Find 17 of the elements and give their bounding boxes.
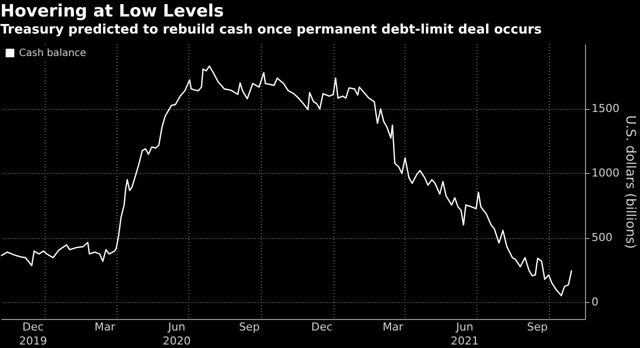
y-tick-label: 1000: [592, 166, 620, 180]
x-tick-label: Dec: [311, 320, 333, 334]
x-tick-label: Mar: [382, 320, 404, 334]
line-series: [0, 65, 572, 296]
x-tick-label: Dec 2019: [19, 320, 48, 348]
chart-subtitle: Treasury predicted to rebuild cash once permanent debt-limit deal occurs: [0, 22, 542, 38]
x-tick-label: Sep: [526, 320, 548, 334]
y-axis-title: U.S. dollars (billions): [622, 115, 638, 249]
y-tick-label: 500: [592, 231, 612, 244]
chart-title: Hovering at Low Levels: [0, 2, 224, 22]
x-tick-label: Jun 2021: [450, 320, 479, 348]
x-tick-label: Jun 2020: [162, 320, 191, 348]
legend-label: Cash balance: [19, 48, 86, 59]
x-tick-label: Sep: [238, 320, 260, 334]
y-tick-label: 1500: [592, 102, 620, 116]
x-tick-label: Mar: [94, 320, 116, 334]
y-tick-label: 0: [592, 296, 598, 309]
